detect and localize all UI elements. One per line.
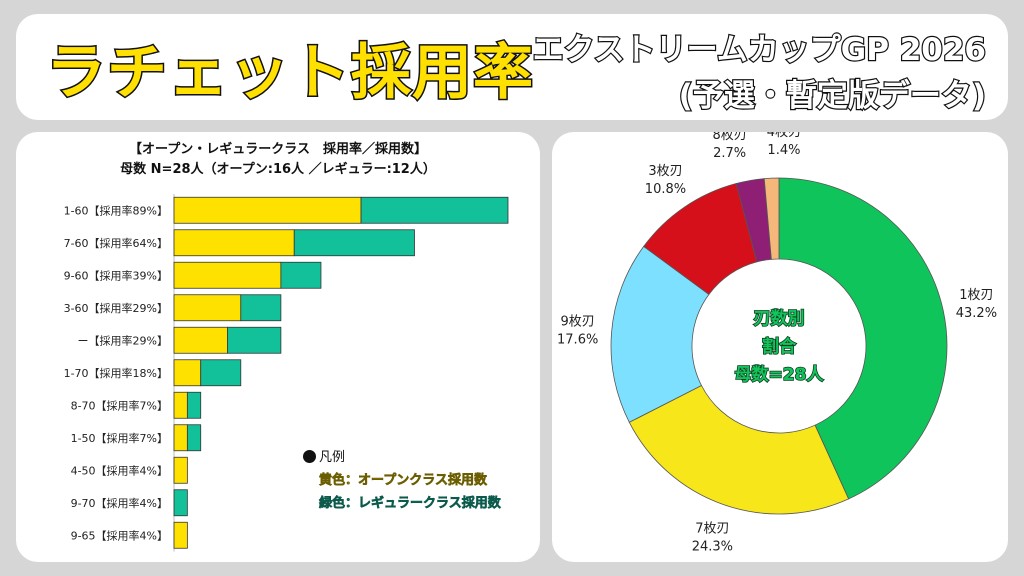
legend-regular-label: 緑色：レギュラークラス採用数 <box>319 496 501 512</box>
legend: 凡例 黄色：オープンクラス採用数 緑色：レギュラークラス採用数 <box>303 446 501 515</box>
slice-label: 4枚刃 <box>767 132 801 140</box>
bar-open <box>173 359 202 387</box>
pie-center-label: 刃数別 <box>754 308 805 329</box>
subtitle-line-1: エクストリームカップGP 2026 <box>531 31 987 69</box>
y-tick-label: 1-60【採用率89%】 <box>64 203 168 217</box>
bar-regular <box>186 391 202 419</box>
bar-chart-subtitle: 母数 N=28人（オープン:16人 ／レギュラー:12人） <box>120 162 436 177</box>
slice-value-label: 17.6% <box>557 333 598 348</box>
slice-label: 8枚刃 <box>712 132 746 143</box>
main-title: ラチェット採用率 <box>45 37 535 110</box>
y-tick-label: ー【採用率29%】 <box>78 333 168 347</box>
legend-bullet-icon <box>303 450 316 463</box>
bar-open <box>173 391 188 419</box>
legend-header: 凡例 <box>303 446 501 469</box>
x-tick-label: 5 <box>237 561 245 563</box>
bar-open <box>173 196 362 224</box>
y-tick-label: 9-70【採用率4%】 <box>71 496 168 510</box>
bar-open <box>173 521 188 549</box>
slice-label: 3枚刃 <box>648 164 682 179</box>
subtitle-line-2: (予選・暫定版データ) <box>677 77 987 115</box>
bar-regular <box>227 326 282 354</box>
y-tick-label: 9-60【採用率39%】 <box>64 268 168 282</box>
slice-value-label: 43.2% <box>956 306 997 321</box>
pie-slice <box>610 245 710 423</box>
bar-open <box>173 261 282 289</box>
bar-open <box>173 424 188 452</box>
pie-slice <box>778 177 948 500</box>
header-panel: ラチェット採用率 エクストリームカップGP 2026 (予選・暫定版データ) <box>16 14 1008 120</box>
y-tick-label: 1-50【採用率7%】 <box>71 431 168 445</box>
bar-regular <box>200 359 242 387</box>
y-tick-label: 1-70【採用率18%】 <box>64 366 168 380</box>
y-tick-label: 9-65【採用率4%】 <box>71 528 168 542</box>
y-tick-label: 3-60【採用率29%】 <box>64 301 168 315</box>
pie-slice <box>628 384 850 515</box>
y-tick-label: 4-50【採用率4%】 <box>71 463 168 477</box>
bar-regular <box>186 424 202 452</box>
bar-chart-panel: 【オープン・レギュラークラス 採用率／採用数】 母数 N=28人（オープン:16… <box>16 132 540 562</box>
bar-regular <box>360 196 509 224</box>
bar-open <box>173 229 295 257</box>
legend-title: 凡例 <box>319 450 346 465</box>
pie-chart-panel: 1枚刃 43.2% 7枚刃 24.3% 9枚刃 17.6% 3枚刃 10.8% 8枚刃 2.7% 4… <box>552 132 1008 562</box>
pie-slice <box>763 177 780 260</box>
bar-chart: 1-60【採用率89%】 7-60【採用率64%】 9-60【採用率39%】 3-60… <box>64 194 516 563</box>
bar-regular <box>240 294 282 322</box>
bar-chart-title: 【オープン・レギュラークラス 採用率／採用数】 <box>129 142 427 157</box>
pie-center-label: 母数=28人 <box>735 364 825 385</box>
pie-center-label: 割合 <box>762 336 797 357</box>
slice-value-label: 24.3% <box>692 540 733 555</box>
legend-open-label: 黄色：オープンクラス採用数 <box>319 473 488 489</box>
x-tick-label: 10 <box>300 561 315 563</box>
slice-label: 9枚刃 <box>561 315 595 330</box>
x-tick-label: 25 <box>500 561 515 563</box>
y-tick-label: 7-60【採用率64%】 <box>64 236 168 250</box>
bar-open <box>173 294 242 322</box>
y-tick-label: 8-70【採用率7%】 <box>71 398 168 412</box>
bar-regular <box>173 489 188 517</box>
pie-chart: 1枚刃 43.2% 7枚刃 24.3% 9枚刃 17.6% 3枚刃 10.8% 8枚刃 2.7% 4… <box>557 132 997 555</box>
slice-label: 7枚刃 <box>695 522 729 537</box>
x-tick-label: 15 <box>367 561 382 563</box>
slice-label: 1枚刃 <box>959 288 993 303</box>
bar-regular <box>280 261 322 289</box>
slice-value-label: 1.4% <box>767 143 800 158</box>
bar-open <box>173 326 228 354</box>
slice-value-label: 2.7% <box>713 146 746 161</box>
bar-open <box>173 456 188 484</box>
x-tick-label: 20 <box>434 561 449 563</box>
slice-value-label: 10.8% <box>645 182 686 197</box>
x-tick-label: 0 <box>170 561 178 563</box>
bar-regular <box>293 229 415 257</box>
